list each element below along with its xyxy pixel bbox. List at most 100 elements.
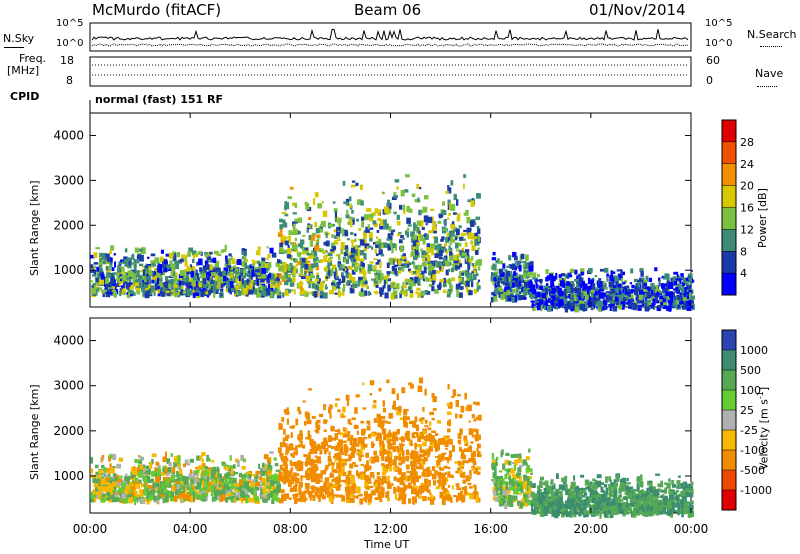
- echo-cell: [141, 457, 144, 461]
- echo-cell: [475, 429, 479, 436]
- echo-cell: [652, 298, 656, 305]
- echo-cell: [681, 281, 685, 287]
- echo-cell: [434, 236, 439, 244]
- echo-cell: [415, 265, 419, 272]
- echo-cell: [248, 289, 254, 295]
- echo-cell: [178, 280, 181, 286]
- echo-cell: [168, 479, 171, 483]
- echo-cell: [388, 460, 392, 467]
- echo-cell: [403, 189, 409, 193]
- echo-cell: [341, 479, 346, 482]
- echo-cell: [253, 488, 256, 496]
- echo-cell: [352, 263, 355, 267]
- echo-cell: [356, 449, 361, 453]
- echo-cell: [578, 273, 582, 279]
- echo-cell: [377, 486, 380, 494]
- echo-cell: [439, 265, 444, 273]
- echo-cell: [609, 275, 614, 281]
- echo-cell: [410, 250, 415, 257]
- echo-cell: [418, 454, 421, 461]
- echo-cell: [450, 230, 455, 238]
- echo-cell: [677, 294, 683, 301]
- echo-cell: [383, 468, 388, 473]
- echo-cell: [337, 409, 341, 413]
- echo-cell: [599, 286, 604, 289]
- echo-cell: [349, 422, 353, 425]
- echo-cell: [458, 464, 463, 468]
- echo-cell: [515, 293, 520, 297]
- echo-cell: [340, 247, 344, 255]
- echo-cell: [217, 467, 220, 470]
- echo-cell: [474, 487, 477, 492]
- echo-cell: [420, 220, 424, 228]
- echo-cell: [90, 280, 93, 283]
- echo-cell: [162, 258, 168, 262]
- echo-cell: [142, 265, 146, 269]
- echo-cell: [284, 411, 290, 415]
- echo-cell: [466, 227, 472, 232]
- echo-cell: [342, 432, 347, 438]
- echo-cell: [378, 478, 382, 482]
- echo-cell: [119, 492, 122, 497]
- echo-cell: [162, 468, 166, 474]
- echo-cell: [502, 263, 506, 269]
- echo-cell: [223, 482, 227, 488]
- echo-cell: [399, 417, 405, 420]
- echo-cell: [366, 286, 369, 290]
- echo-cell: [332, 201, 336, 204]
- echo-cell: [350, 221, 353, 224]
- echo-cell: [673, 281, 677, 286]
- echo-cell: [230, 468, 234, 475]
- echo-cell: [423, 450, 427, 457]
- echo-cell: [301, 252, 306, 255]
- echo-cell: [267, 473, 272, 477]
- echo-cell: [164, 468, 168, 473]
- echo-cell: [444, 440, 449, 448]
- echo-cell: [473, 428, 478, 433]
- echo-cell: [200, 290, 205, 298]
- echo-cell: [387, 456, 392, 463]
- echo-cell: [641, 300, 644, 307]
- echo-cell: [316, 492, 319, 498]
- echo-cell: [418, 230, 421, 237]
- echo-cell: [116, 463, 121, 469]
- echo-cell: [293, 220, 298, 224]
- echo-cell: [618, 305, 623, 310]
- echo-cell: [293, 229, 298, 236]
- echo-cell: [209, 264, 213, 267]
- echo-cell: [460, 232, 466, 237]
- echo-cell: [422, 458, 426, 465]
- echo-cell: [383, 449, 387, 455]
- echo-cell: [445, 279, 449, 283]
- echo-cell: [441, 236, 445, 240]
- echo-cell: [466, 271, 470, 279]
- echo-cell: [465, 210, 469, 213]
- echo-cell: [325, 240, 330, 247]
- echo-cell: [180, 483, 184, 491]
- echo-cell: [134, 498, 137, 506]
- echo-cell: [157, 286, 160, 291]
- echo-cell: [514, 280, 520, 288]
- echo-cell: [408, 420, 414, 425]
- echo-cell: [291, 244, 294, 251]
- echo-cell: [566, 281, 571, 285]
- echo-cell: [117, 478, 123, 483]
- echo-cell: [112, 466, 116, 469]
- echo-cell: [112, 473, 117, 480]
- echo-cell: [654, 267, 658, 272]
- echo-cell: [190, 271, 195, 277]
- echo-cell: [378, 416, 382, 424]
- echo-cell: [214, 491, 218, 497]
- echo-cell: [437, 472, 442, 478]
- echo-cell: [269, 247, 274, 254]
- echo-cell: [564, 290, 569, 297]
- echo-cell: [312, 275, 316, 279]
- echo-cell: [179, 475, 184, 479]
- echo-cell: [449, 401, 453, 409]
- echo-cell: [444, 243, 447, 247]
- echo-cell: [495, 483, 501, 487]
- echo-cell: [120, 267, 125, 274]
- echo-cell: [121, 482, 126, 489]
- echo-cell: [421, 227, 425, 230]
- echo-cell: [299, 282, 304, 285]
